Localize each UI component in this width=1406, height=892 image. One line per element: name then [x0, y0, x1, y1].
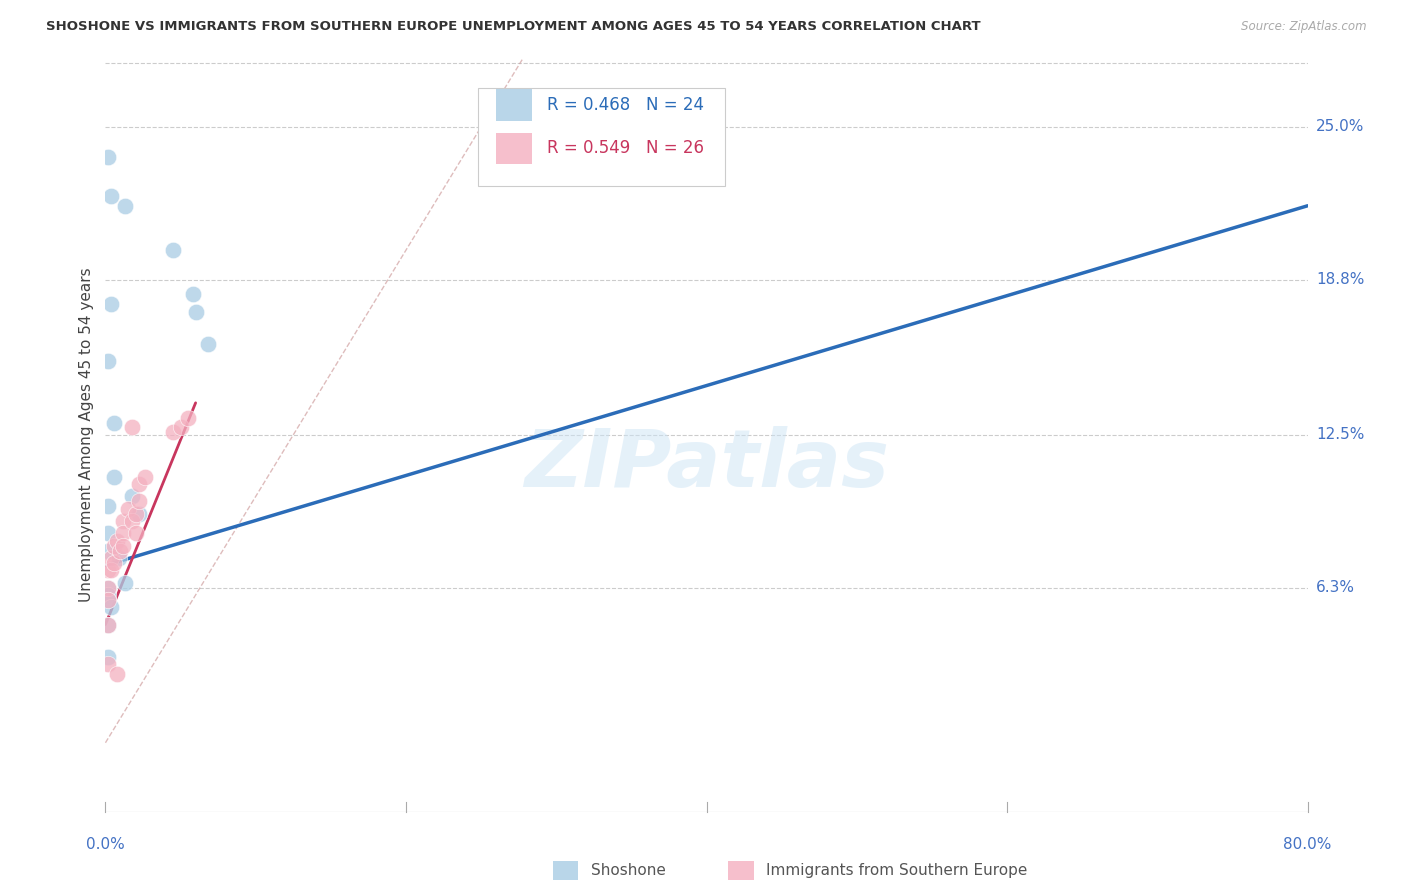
Text: Shoshone: Shoshone: [591, 863, 665, 878]
Point: [97, 649, 120, 664]
Point: [121, 490, 143, 504]
Point: [110, 543, 132, 558]
Point: [100, 563, 122, 577]
Point: [107, 666, 129, 681]
Point: [97, 617, 120, 632]
Point: [114, 199, 136, 213]
FancyBboxPatch shape: [478, 88, 724, 186]
Point: [97, 354, 120, 368]
Text: Immigrants from Southern Europe: Immigrants from Southern Europe: [766, 863, 1028, 878]
Point: [97, 526, 120, 541]
Point: [97, 543, 120, 558]
Point: [107, 533, 129, 548]
Text: R = 0.468   N = 24: R = 0.468 N = 24: [547, 96, 703, 114]
Point: [97, 149, 120, 163]
Text: SHOSHONE VS IMMIGRANTS FROM SOUTHERN EUROPE UNEMPLOYMENT AMONG AGES 45 TO 54 YEA: SHOSHONE VS IMMIGRANTS FROM SOUTHERN EUR…: [46, 20, 981, 33]
Text: ZIPatlas: ZIPatlas: [524, 426, 889, 504]
Point: [97, 617, 120, 632]
Point: [128, 477, 150, 491]
Point: [100, 189, 122, 203]
Point: [181, 287, 204, 301]
Text: 12.5%: 12.5%: [1316, 427, 1364, 442]
Text: 18.8%: 18.8%: [1316, 272, 1364, 287]
Point: [121, 514, 143, 528]
Y-axis label: Unemployment Among Ages 45 to 54 years: Unemployment Among Ages 45 to 54 years: [79, 268, 94, 602]
Point: [97, 581, 120, 595]
Point: [97, 657, 120, 671]
Point: [177, 410, 200, 425]
Point: [128, 507, 150, 521]
Point: [162, 243, 184, 257]
Point: [97, 500, 120, 514]
Point: [97, 588, 120, 602]
Point: [100, 297, 122, 311]
Text: 6.3%: 6.3%: [1316, 580, 1355, 595]
Text: Source: ZipAtlas.com: Source: ZipAtlas.com: [1241, 20, 1367, 33]
Point: [162, 425, 184, 440]
Point: [100, 551, 122, 566]
Point: [169, 420, 191, 434]
Point: [103, 469, 125, 483]
Point: [103, 556, 125, 570]
Point: [100, 600, 122, 615]
Point: [184, 304, 207, 318]
Text: 25.0%: 25.0%: [1316, 120, 1364, 135]
Point: [97, 581, 120, 595]
Point: [112, 526, 135, 541]
Point: [97, 593, 120, 607]
Point: [97, 593, 120, 607]
Point: [112, 539, 135, 553]
Point: [112, 514, 135, 528]
Point: [124, 507, 146, 521]
Point: [197, 336, 219, 351]
Point: [128, 494, 150, 508]
Point: [103, 416, 125, 430]
Point: [121, 420, 143, 434]
Point: [108, 551, 131, 566]
Text: R = 0.549   N = 26: R = 0.549 N = 26: [547, 139, 703, 157]
Point: [117, 501, 139, 516]
Point: [124, 526, 146, 541]
Point: [114, 575, 136, 590]
Point: [134, 469, 156, 483]
Point: [97, 563, 120, 577]
FancyBboxPatch shape: [496, 133, 533, 164]
Point: [103, 539, 125, 553]
Text: 0.0%: 0.0%: [86, 837, 125, 852]
FancyBboxPatch shape: [496, 89, 533, 120]
Text: 80.0%: 80.0%: [1284, 837, 1331, 852]
